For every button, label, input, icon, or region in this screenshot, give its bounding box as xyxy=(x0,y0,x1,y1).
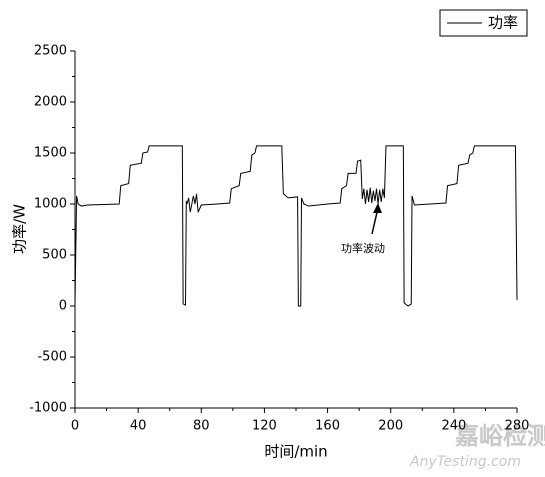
y-tick-label: 1500 xyxy=(34,146,67,161)
x-tick-label: 80 xyxy=(193,419,210,434)
watermark: AnyTesting.com xyxy=(409,454,521,470)
y-tick-label: 2000 xyxy=(34,95,67,110)
y-tick-label: 0 xyxy=(59,299,67,314)
y-tick-label: -500 xyxy=(37,350,67,365)
x-tick-label: 240 xyxy=(441,419,466,434)
y-axis-label: 功率/W xyxy=(11,204,29,254)
y-tick-label: 2500 xyxy=(34,44,67,59)
annotation: 功率波动 xyxy=(341,241,385,255)
x-tick-label: 160 xyxy=(315,419,340,434)
series-line xyxy=(74,145,518,307)
x-tick-label: 280 xyxy=(505,419,530,434)
x-tick-label: 120 xyxy=(252,419,277,434)
annotation-arrowhead xyxy=(373,203,382,213)
y-tick-label: 1000 xyxy=(34,197,67,212)
watermark: 嘉峪检测网 xyxy=(455,422,545,450)
x-tick-label: 200 xyxy=(378,419,403,434)
y-tick-label: -1000 xyxy=(29,401,67,416)
x-axis-label: 时间/min xyxy=(264,443,327,461)
x-tick-label: 40 xyxy=(130,419,147,434)
x-tick-label: 0 xyxy=(71,419,79,434)
y-tick-label: 500 xyxy=(42,248,67,263)
legend-label: 功率 xyxy=(488,14,518,32)
